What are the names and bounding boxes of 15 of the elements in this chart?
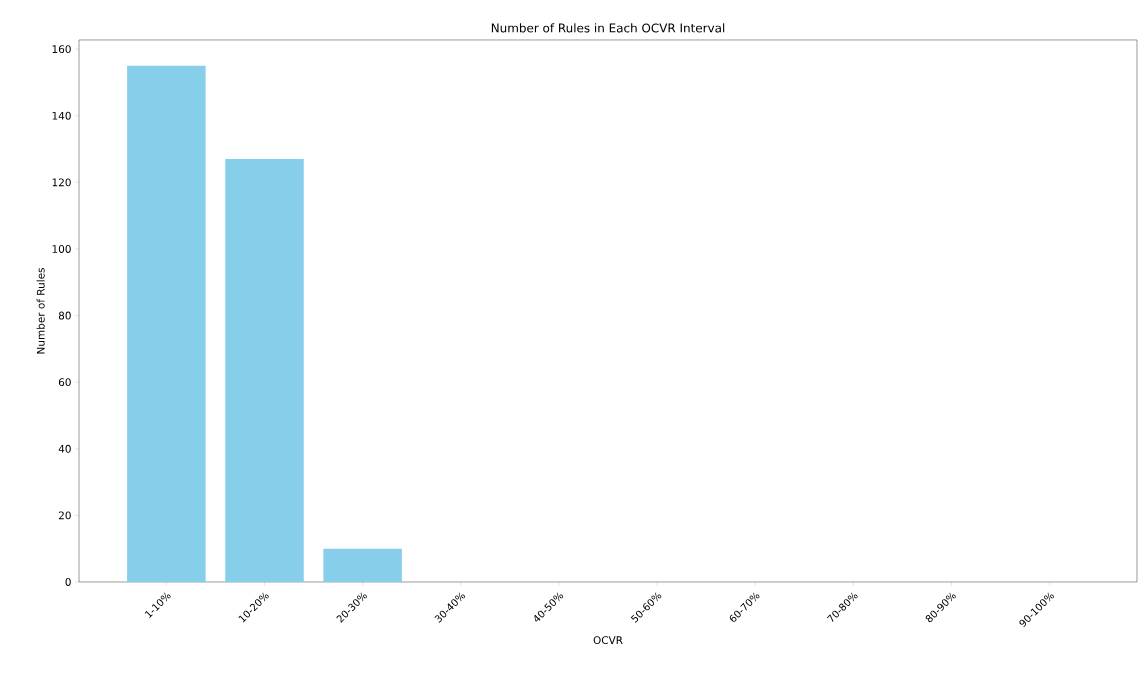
bar [323,548,402,582]
y-tick-label: 140 [52,111,71,120]
y-tick-label: 160 [52,45,71,54]
y-tick-label: 20 [58,511,71,520]
y-tick-label: 60 [58,378,71,387]
y-tick-label: 40 [58,444,71,453]
y-tick-label: 0 [65,578,71,586]
y-tick-label: 120 [52,178,71,187]
bar [225,159,304,582]
y-tick-label: 100 [52,245,71,253]
y-axis-title: Number of Rules [36,268,45,354]
chart-title: Number of Rules in Each OCVR Interval [491,23,725,33]
x-axis-title: OCVR [593,636,623,645]
bar [127,65,206,582]
y-tick-label: 80 [58,311,71,320]
